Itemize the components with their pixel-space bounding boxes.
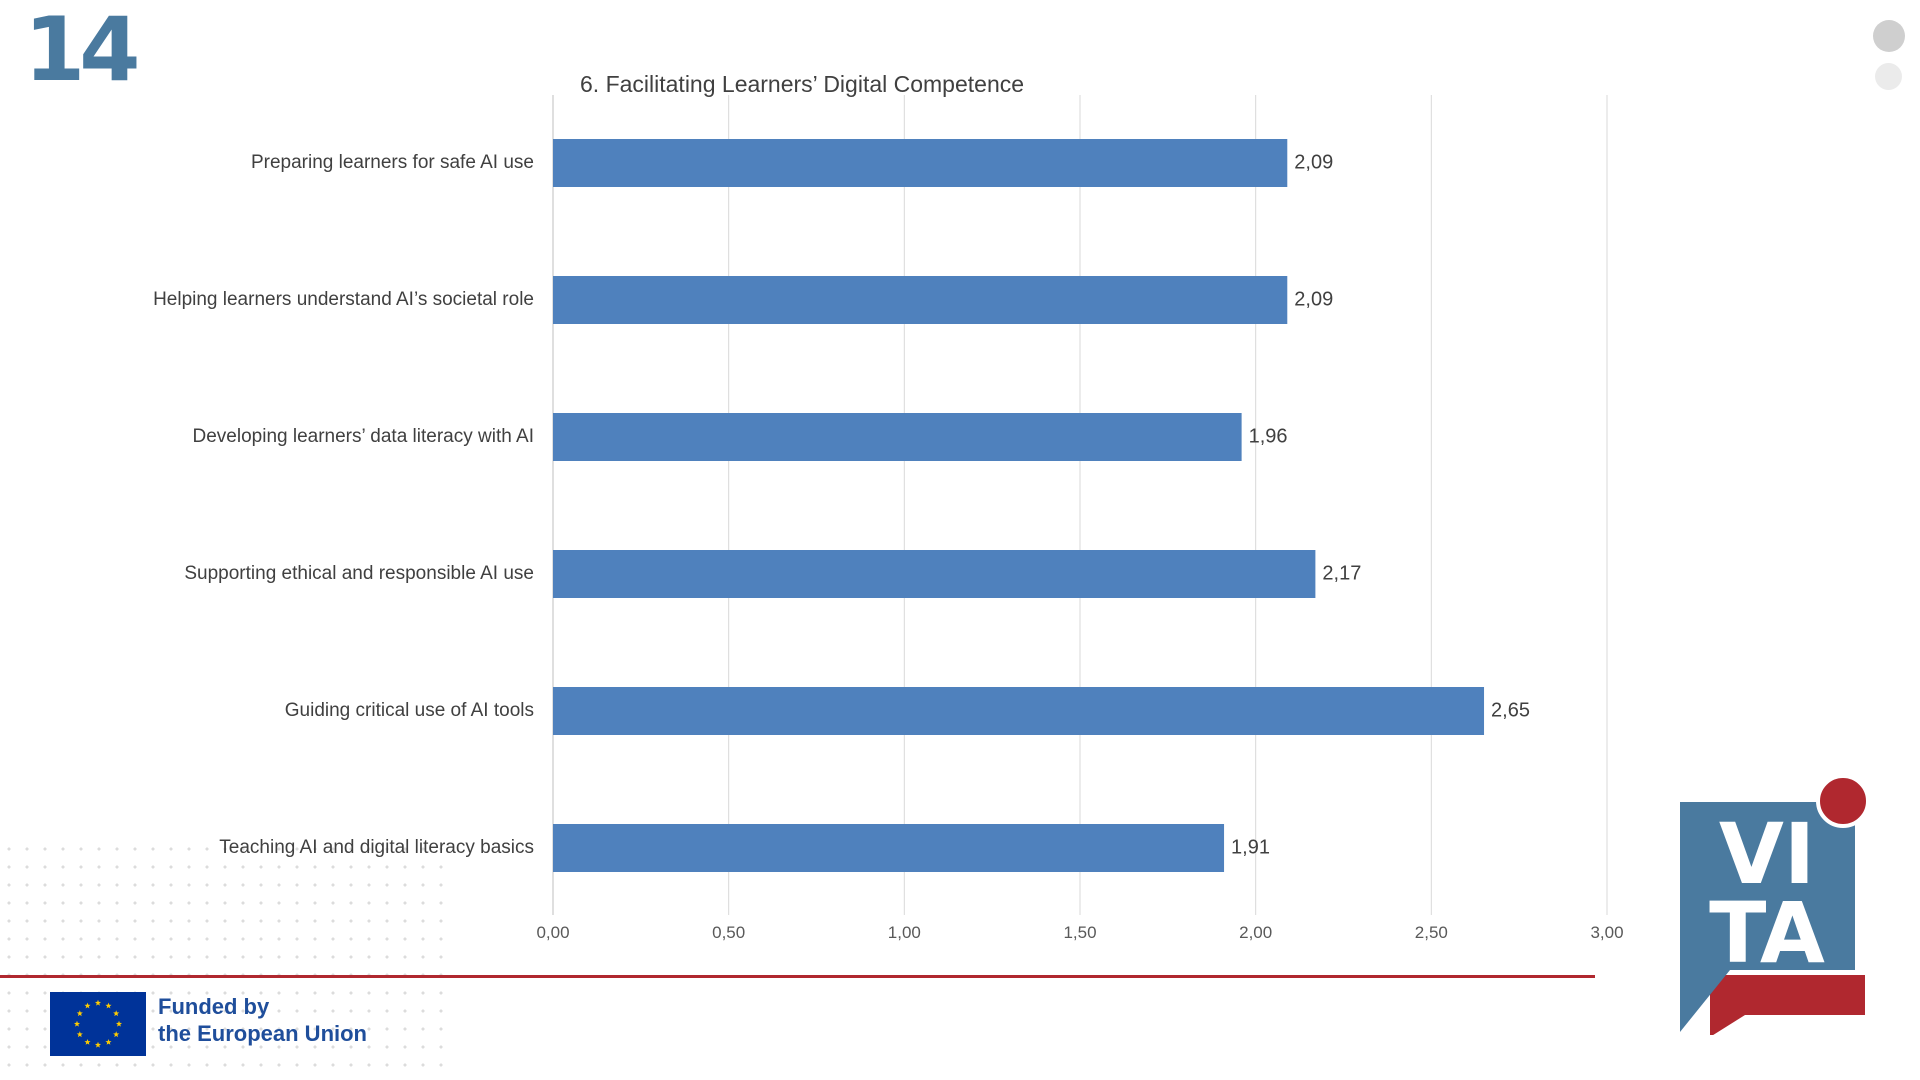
eu-funding-line-2: the European Union [158,1021,367,1046]
vita-logo-icon: VI TA [1680,774,1870,1037]
eu-star-icon [94,1041,102,1048]
category-label: Guiding critical use of AI tools [285,700,534,721]
page-number: 14 [24,0,140,101]
eu-star-icon [84,1038,91,1045]
category-label: Preparing learners for safe AI use [251,152,534,173]
category-label: Developing learners’ data literacy with … [193,426,534,447]
value-label: 1,96 [1249,425,1288,447]
eu-funding-text: Funded by the European Union [158,993,367,1047]
category-label: Supporting ethical and responsible AI us… [184,563,534,584]
x-tick-label: 1,50 [1063,923,1096,942]
value-label: 2,65 [1491,699,1530,721]
eu-star-icon [73,1020,81,1027]
eu-star-icon [113,1010,120,1017]
logo-bottom-letters: TA [1709,884,1825,982]
eu-funding-line-1: Funded by [158,994,270,1019]
bar-4 [553,550,1316,598]
x-tick-label: 1,00 [888,923,921,942]
bar-1 [553,139,1288,187]
eu-star-icon [76,1010,83,1017]
eu-star-icon [105,1002,112,1009]
nav-dot[interactable] [1875,63,1902,90]
value-label: 1,91 [1231,836,1270,858]
bar-6 [553,824,1225,872]
bar-chart: 0,00 0,50 1,00 1,50 2,00 2,50 3,00 6. Facilitat… [153,71,1623,942]
eu-star-icon [105,1038,112,1045]
eu-star-icon [113,1031,120,1038]
eu-star-icon [84,1002,91,1009]
eu-star-icon [115,1020,123,1027]
category-label: Helping learners understand AI’s societa… [153,289,534,310]
logo-red-dot [1816,774,1870,828]
value-label: 2,09 [1294,151,1333,173]
eu-flag-icon [50,992,146,1056]
footer-divider [0,975,1595,978]
x-tick-label: 0,50 [712,923,745,942]
x-tick-label: 0,00 [536,923,569,942]
value-label: 2,17 [1322,562,1361,584]
eu-star-icon [94,999,102,1006]
x-tick-label: 3,00 [1590,923,1623,942]
bar-5 [553,687,1485,735]
logo-red-shadow [1710,975,1865,1037]
chart-title: 6. Facilitating Learners’ Digital Compet… [580,71,1024,97]
bar-3 [553,413,1242,461]
bar-2 [553,276,1288,324]
logo-blue-block [1680,802,1855,1032]
x-tick-label: 2,50 [1415,923,1448,942]
eu-star-icon [76,1031,83,1038]
nav-dot-active[interactable] [1873,20,1905,52]
logo-top-letters: VI [1719,805,1815,903]
category-label: Teaching AI and digital literacy basics [219,837,534,858]
value-label: 2,09 [1294,288,1333,310]
x-tick-label: 2,00 [1239,923,1272,942]
